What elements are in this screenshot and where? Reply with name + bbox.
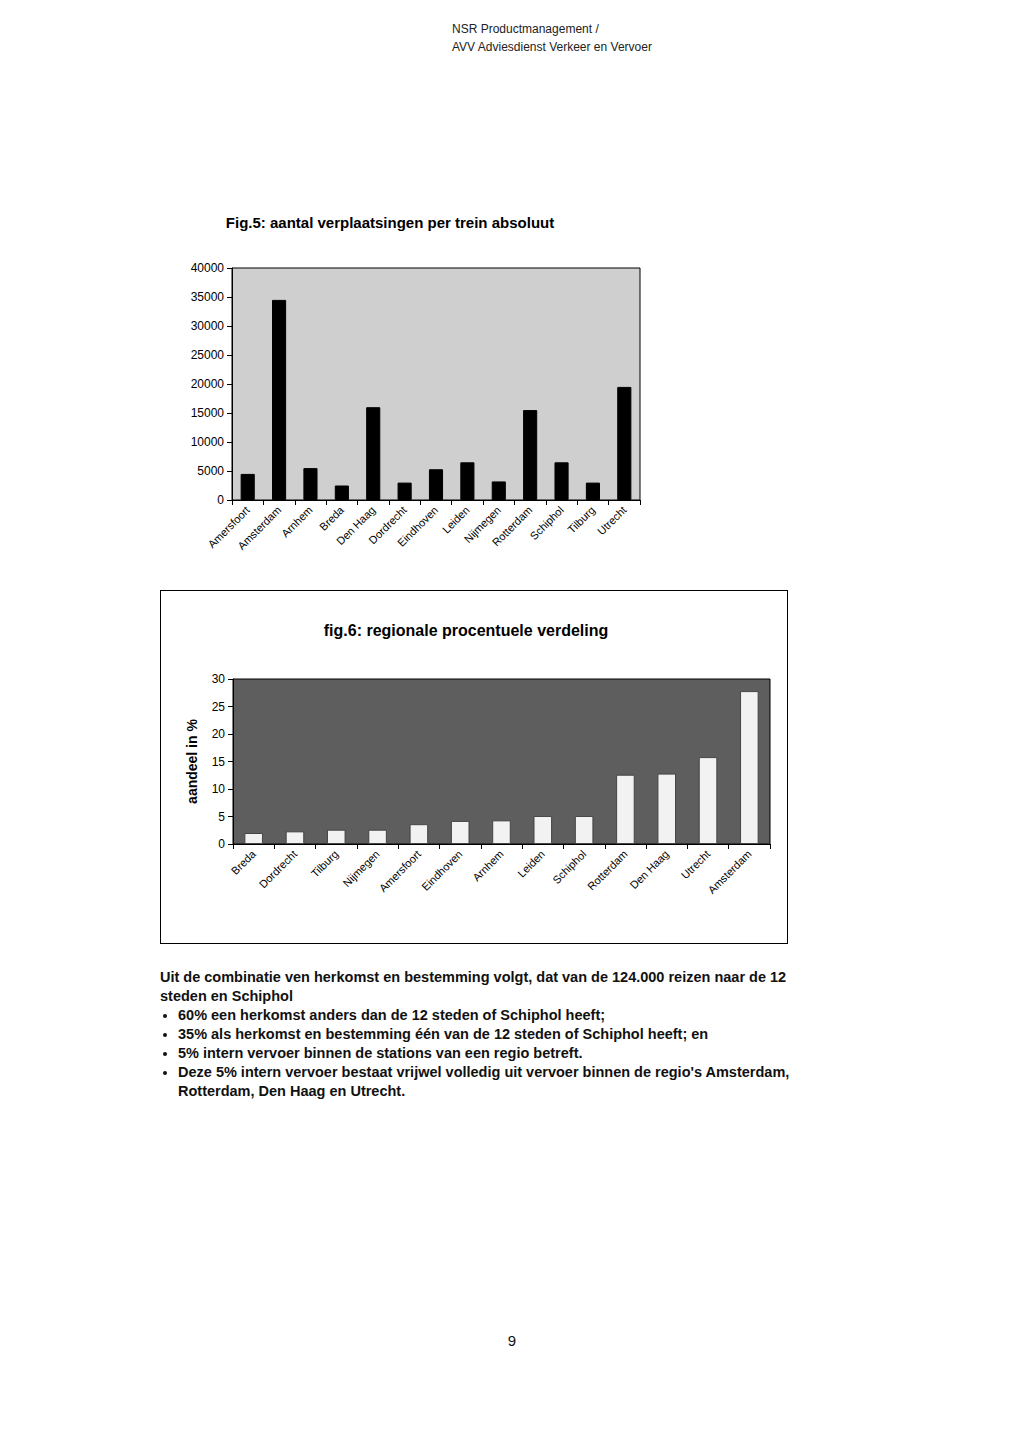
svg-text:5: 5: [218, 810, 225, 824]
svg-text:Amsterdam: Amsterdam: [705, 848, 753, 896]
svg-text:10: 10: [212, 782, 226, 796]
html-text:9: 9: [507, 1332, 517, 1349]
svg-text:Leiden: Leiden: [439, 503, 472, 536]
svg-text:25: 25: [212, 700, 226, 714]
html-text:60% een herkomst anders dan de: 60% een herkomst anders dan de 12 steden…: [178, 1007, 606, 1023]
svg-text:Arnhem: Arnhem: [470, 848, 506, 884]
svg-text:15000: 15000: [191, 406, 225, 420]
svg-text:Amersfoort: Amersfoort: [377, 848, 423, 894]
svg-text:Dordrecht: Dordrecht: [366, 503, 409, 547]
svg-text:Leiden: Leiden: [515, 848, 547, 880]
svg-text:0: 0: [218, 837, 225, 851]
svg-text:fig.6: regionale procentuele v: fig.6: regionale procentuele verdeling: [324, 622, 609, 639]
html-text:5% intern vervoer binnen de st: 5% intern vervoer binnen de stations van…: [178, 1045, 583, 1061]
svg-text:Eindhoven: Eindhoven: [419, 848, 464, 893]
svg-text:25000: 25000: [191, 348, 225, 362]
svg-text:5000: 5000: [197, 464, 224, 478]
svg-text:35000: 35000: [191, 290, 225, 304]
svg-text:20: 20: [212, 727, 226, 741]
svg-text:Den Haag: Den Haag: [334, 503, 378, 548]
svg-text:10000: 10000: [191, 435, 225, 449]
svg-text:Nijmegen: Nijmegen: [461, 503, 503, 546]
html-text:AVV Adviesdienst Verkeer en Ve: AVV Adviesdienst Verkeer en Vervoer: [452, 40, 652, 54]
html-text:Deze 5% intern vervoer bestaat: Deze 5% intern vervoer bestaat vrijwel v…: [178, 1064, 790, 1099]
svg-text:Rotterdam: Rotterdam: [490, 504, 535, 549]
svg-text:aandeel in %: aandeel in %: [184, 719, 200, 804]
svg-text:Arnhem: Arnhem: [279, 504, 315, 540]
svg-text:Schiphol: Schiphol: [550, 848, 588, 886]
svg-text:Breda: Breda: [317, 503, 347, 533]
html-text:Uit de combinatie ven herkomst: Uit de combinatie ven herkomst en bestem…: [160, 969, 787, 1004]
svg-text:15: 15: [212, 755, 226, 769]
svg-text:Amsterdam: Amsterdam: [235, 504, 283, 552]
svg-text:Rotterdam: Rotterdam: [585, 848, 630, 893]
svg-text:Schiphol: Schiphol: [527, 504, 565, 542]
svg-text:30000: 30000: [191, 319, 225, 333]
svg-text:Utrecht: Utrecht: [595, 504, 629, 538]
svg-text:Tilburg: Tilburg: [309, 848, 341, 880]
html-text:35% als herkomst en bestemming: 35% als herkomst en bestemming één van d…: [178, 1026, 709, 1042]
svg-text:0: 0: [217, 493, 224, 507]
html-text:NSR Productmanagement /: NSR Productmanagement /: [452, 22, 599, 36]
svg-text:Utrecht: Utrecht: [679, 848, 713, 882]
svg-text:Nijmegen: Nijmegen: [341, 848, 382, 889]
svg-text:20000: 20000: [191, 377, 225, 391]
svg-text:Tilburg: Tilburg: [565, 504, 597, 536]
svg-text:Breda: Breda: [229, 847, 259, 877]
svg-text:Dordrecht: Dordrecht: [257, 848, 300, 891]
svg-text:Eindhoven: Eindhoven: [395, 504, 440, 549]
svg-text:30: 30: [212, 672, 226, 686]
svg-text:Den Haag: Den Haag: [628, 848, 671, 891]
svg-text:Amersfoort: Amersfoort: [205, 503, 252, 551]
svg-text:40000: 40000: [191, 261, 225, 275]
svg-text:Fig.5: aantal verplaatsingen p: Fig.5: aantal verplaatsingen per trein a…: [226, 214, 554, 231]
